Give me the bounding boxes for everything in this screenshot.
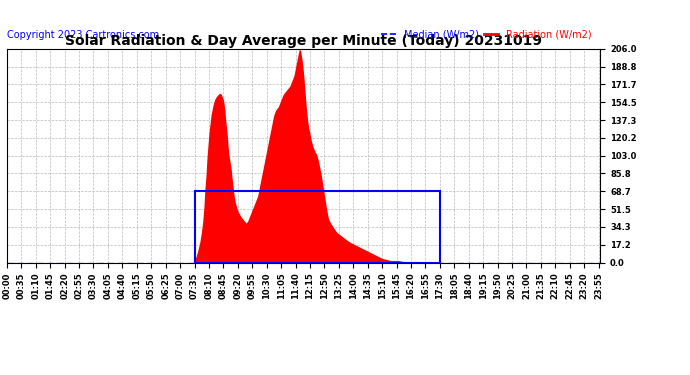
Title: Solar Radiation & Day Average per Minute (Today) 20231019: Solar Radiation & Day Average per Minute… <box>65 34 542 48</box>
Text: Copyright 2023 Cartronics.com: Copyright 2023 Cartronics.com <box>7 30 159 40</box>
Legend: Median (W/m2), Radiation (W/m2): Median (W/m2), Radiation (W/m2) <box>377 26 595 44</box>
Bar <box>195 191 440 262</box>
